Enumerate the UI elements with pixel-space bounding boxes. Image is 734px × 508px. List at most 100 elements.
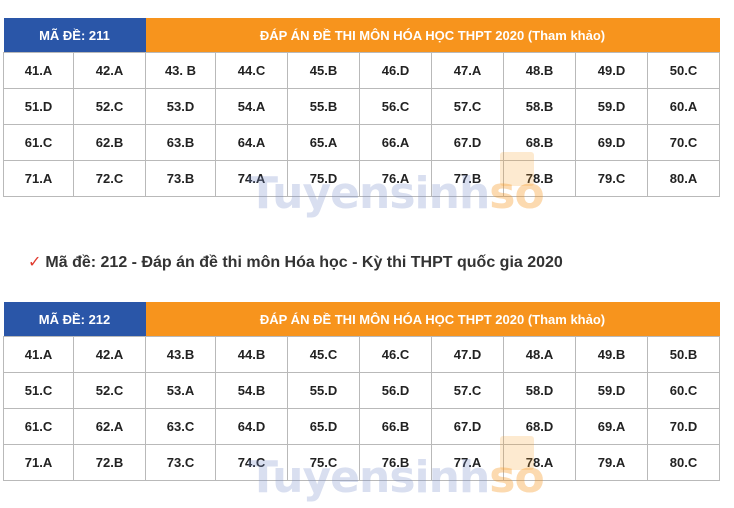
answer-cell: 74.C (215, 444, 288, 481)
table-row: 41.A 42.A 43. B 44.C 45.B 46.D 47.A 48.B 49.D 50.… (3, 52, 720, 89)
answer-cell: 66.B (359, 408, 432, 445)
table-header: MÃ ĐỀ: 211 ĐÁP ÁN ĐỀ THI MÔN HÓA HỌC THP… (3, 18, 720, 53)
answer-cell: 77.B (431, 160, 504, 197)
answer-cell: 57.C (431, 88, 504, 125)
answer-table-211: MÃ ĐỀ: 211 ĐÁP ÁN ĐỀ THI MÔN HÓA HỌC THP… (3, 18, 720, 197)
answer-cell: 65.D (287, 408, 360, 445)
answer-cell: 61.C (3, 124, 74, 161)
answer-cell: 60.A (647, 88, 720, 125)
answer-cell: 72.B (73, 444, 146, 481)
answer-cell: 58.D (503, 372, 576, 409)
table-row: 71.A 72.C 73.B 74.A 75.D 76.A 77.B 78.B 79.C 80.A (3, 160, 720, 197)
answer-cell: 74.A (215, 160, 288, 197)
answer-cell: 69.A (575, 408, 648, 445)
answer-cell: 44.B (215, 336, 288, 373)
answer-cell: 44.C (215, 52, 288, 89)
answer-cell: 48.A (503, 336, 576, 373)
answer-cell: 64.A (215, 124, 288, 161)
answer-cell: 47.A (431, 52, 504, 89)
table-title: ĐÁP ÁN ĐỀ THI MÔN HÓA HỌC THPT 2020 (Tha… (145, 302, 720, 337)
answer-cell: 41.A (3, 52, 74, 89)
answer-cell: 70.D (647, 408, 720, 445)
table-row: 61.C 62.A 63.C 64.D 65.D 66.B 67.D 68.D 69.A 70.D (3, 408, 720, 445)
answer-cell: 63.B (145, 124, 216, 161)
answer-cell: 55.B (287, 88, 360, 125)
answer-cell: 59.D (575, 372, 648, 409)
answer-cell: 75.D (287, 160, 360, 197)
answer-cell: 77.A (431, 444, 504, 481)
answer-cell: 53.A (145, 372, 216, 409)
answer-cell: 52.C (73, 372, 146, 409)
answer-cell: 69.D (575, 124, 648, 161)
answer-cell: 42.A (73, 52, 146, 89)
answer-cell: 46.C (359, 336, 432, 373)
answer-cell: 78.A (503, 444, 576, 481)
answer-cell: 76.A (359, 160, 432, 197)
answer-cell: 58.B (503, 88, 576, 125)
table-row: 71.A 72.B 73.C 74.C 75.C 76.B 77.A 78.A 79.A 80.C (3, 444, 720, 481)
answer-cell: 54.B (215, 372, 288, 409)
answer-cell: 67.D (431, 124, 504, 161)
heading-text: Mã đề: 212 - Đáp án đề thi môn Hóa học -… (45, 254, 563, 271)
answer-cell: 63.C (145, 408, 216, 445)
exam-code: MÃ ĐỀ: 211 (3, 18, 146, 53)
table-row: 41.A 42.A 43.B 44.B 45.C 46.C 47.D 48.A 49.B 50.B (3, 336, 720, 373)
answer-cell: 47.D (431, 336, 504, 373)
answer-cell: 50.B (647, 336, 720, 373)
answer-cell: 46.D (359, 52, 432, 89)
answer-cell: 59.D (575, 88, 648, 125)
answer-cell: 45.B (287, 52, 360, 89)
answer-cell: 75.C (287, 444, 360, 481)
answer-cell: 62.B (73, 124, 146, 161)
table-row: 51.D 52.C 53.D 54.A 55.B 56.C 57.C 58.B 59.D 60.A (3, 88, 720, 125)
answer-cell: 65.A (287, 124, 360, 161)
watermark-logo-box (500, 436, 534, 470)
watermark-logo-box (500, 152, 534, 186)
answer-cell: 79.A (575, 444, 648, 481)
answer-cell: 76.B (359, 444, 432, 481)
answer-cell: 73.C (145, 444, 216, 481)
answer-cell: 71.A (3, 160, 74, 197)
answer-cell: 80.C (647, 444, 720, 481)
table-title: ĐÁP ÁN ĐỀ THI MÔN HÓA HỌC THPT 2020 (Tha… (145, 18, 720, 53)
answer-cell: 57.C (431, 372, 504, 409)
answer-cell: 72.C (73, 160, 146, 197)
answer-cell: 79.C (575, 160, 648, 197)
answer-cell: 78.B (503, 160, 576, 197)
section-heading: ✓ Mã đề: 212 - Đáp án đề thi môn Hóa học … (28, 252, 563, 272)
answer-cell: 48.B (503, 52, 576, 89)
answer-cell: 71.A (3, 444, 74, 481)
answer-cell: 52.C (73, 88, 146, 125)
table-row: 61.C 62.B 63.B 64.A 65.A 66.A 67.D 68.B 69.D 70.C (3, 124, 720, 161)
answer-cell: 61.C (3, 408, 74, 445)
answer-cell: 56.D (359, 372, 432, 409)
answer-cell: 41.A (3, 336, 74, 373)
answer-cell: 42.A (73, 336, 146, 373)
answer-cell: 66.A (359, 124, 432, 161)
exam-code: MÃ ĐỀ: 212 (3, 302, 146, 337)
answer-cell: 68.B (503, 124, 576, 161)
answer-cell: 53.D (145, 88, 216, 125)
check-icon: ✓ (28, 254, 42, 271)
answer-cell: 60.C (647, 372, 720, 409)
answer-cell: 67.D (431, 408, 504, 445)
answer-cell: 54.A (215, 88, 288, 125)
answer-table-212: MÃ ĐỀ: 212 ĐÁP ÁN ĐỀ THI MÔN HÓA HỌC THP… (3, 302, 720, 481)
table-row: 51.C 52.C 53.A 54.B 55.D 56.D 57.C 58.D 59.D 60.C (3, 372, 720, 409)
answer-cell: 49.B (575, 336, 648, 373)
answer-cell: 80.A (647, 160, 720, 197)
answer-cell: 43. B (145, 52, 216, 89)
answer-cell: 70.C (647, 124, 720, 161)
answer-cell: 62.A (73, 408, 146, 445)
answer-cell: 43.B (145, 336, 216, 373)
answer-cell: 49.D (575, 52, 648, 89)
answer-cell: 73.B (145, 160, 216, 197)
answer-cell: 50.C (647, 52, 720, 89)
answer-cell: 45.C (287, 336, 360, 373)
answer-cell: 51.C (3, 372, 74, 409)
table-header: MÃ ĐỀ: 212 ĐÁP ÁN ĐỀ THI MÔN HÓA HỌC THP… (3, 302, 720, 337)
answer-cell: 64.D (215, 408, 288, 445)
answer-cell: 56.C (359, 88, 432, 125)
answer-cell: 55.D (287, 372, 360, 409)
answer-cell: 51.D (3, 88, 74, 125)
